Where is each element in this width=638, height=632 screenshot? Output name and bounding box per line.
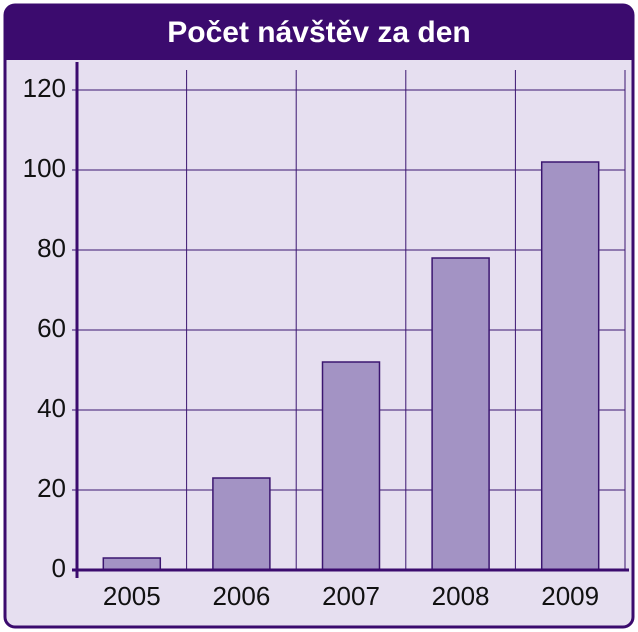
bar [212, 477, 271, 571]
title-bar [5, 5, 633, 60]
y-tick-label: 100 [23, 153, 66, 183]
x-tick-label: 2007 [322, 581, 380, 611]
frame [3, 3, 635, 629]
bar [102, 557, 162, 571]
y-tick-label: 60 [37, 313, 66, 343]
bar [540, 161, 600, 571]
y-tick-label: 40 [37, 393, 66, 423]
x-tick-label: 2009 [541, 581, 599, 611]
y-tick-label: 20 [37, 473, 66, 503]
chart-title: Počet návštěv za den [167, 16, 470, 49]
y-tick-label: 120 [23, 73, 66, 103]
x-tick-label: 2005 [103, 581, 161, 611]
x-tick-label: 2006 [212, 581, 270, 611]
bar [431, 257, 490, 571]
x-tick-label: 2008 [432, 581, 490, 611]
bar [321, 361, 381, 571]
y-tick-label: 80 [37, 233, 66, 263]
y-tick-label: 0 [52, 553, 66, 583]
